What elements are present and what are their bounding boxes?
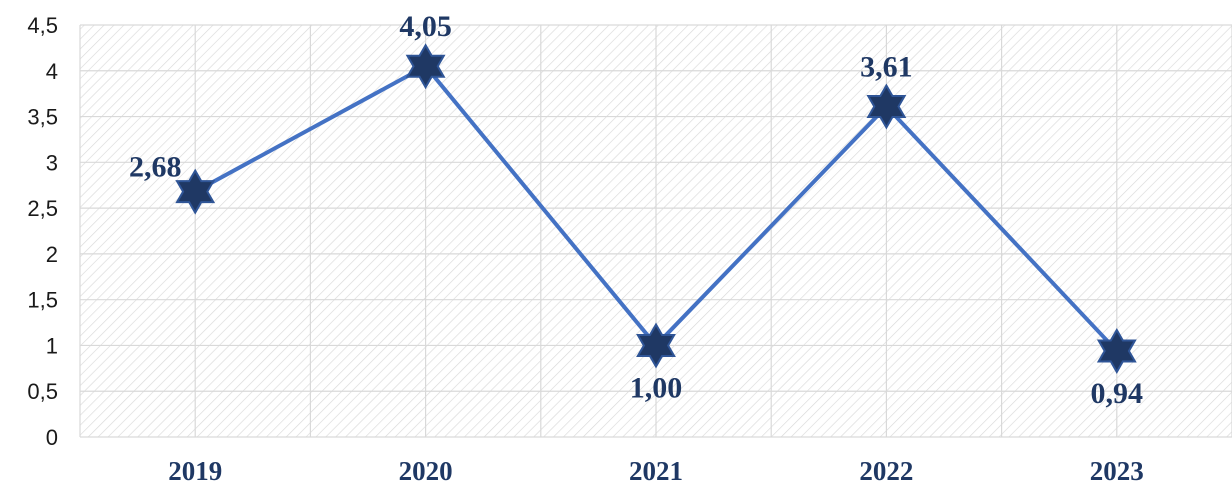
y-tick-label: 0,5 — [27, 379, 58, 404]
x-tick-label: 2020 — [399, 456, 453, 486]
data-point-star — [1096, 327, 1137, 374]
series-markers — [175, 43, 1137, 374]
data-labels: 2,68 4,05 1,00 3,61 0,94 — [129, 10, 1143, 410]
data-label: 1,00 — [630, 371, 683, 404]
y-tick-label: 2 — [46, 242, 58, 267]
data-label: 2,68 — [129, 151, 182, 184]
x-tick-label: 2023 — [1090, 456, 1144, 486]
data-point-star — [175, 168, 216, 215]
y-tick-label: 1,5 — [27, 288, 58, 313]
x-tick-label: 2022 — [859, 456, 913, 486]
x-tick-label: 2019 — [168, 456, 222, 486]
y-tick-label: 2,5 — [27, 196, 58, 221]
x-axis-ticks: 2019 2020 2021 2022 2023 — [168, 456, 1144, 486]
y-tick-label: 1 — [46, 333, 58, 358]
data-point-star — [636, 322, 676, 369]
y-axis-ticks: 0 0,5 1 1,5 2 2,5 3 3,5 4 4,5 — [27, 13, 58, 450]
y-tick-label: 4,5 — [27, 13, 58, 38]
y-tick-label: 4 — [46, 59, 58, 84]
data-point-star — [866, 83, 907, 130]
data-label: 0,94 — [1091, 377, 1144, 410]
data-label: 4,05 — [399, 10, 452, 43]
data-point-star — [405, 43, 446, 90]
y-tick-label: 3,5 — [27, 105, 58, 130]
x-tick-label: 2021 — [629, 456, 683, 486]
y-tick-label: 3 — [46, 150, 58, 175]
data-label: 3,61 — [860, 50, 913, 83]
y-tick-label: 0 — [46, 425, 58, 450]
